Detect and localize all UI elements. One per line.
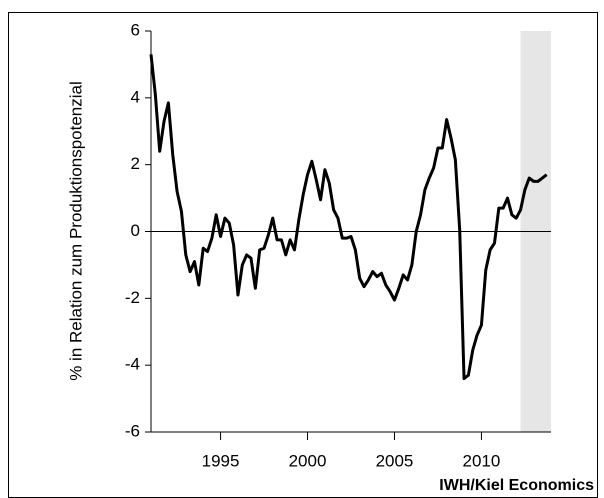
y-tick-label: 6 [131, 20, 140, 39]
x-tick-label: 2010 [463, 451, 501, 470]
y-tick-label: 4 [131, 87, 140, 106]
x-tick-label: 1995 [202, 451, 240, 470]
data-line [149, 54, 548, 381]
y-tick-label: -2 [125, 288, 140, 307]
y-tick-label: 0 [131, 221, 140, 240]
y-tick-label: 2 [131, 154, 140, 173]
x-tick-label: 2005 [376, 451, 414, 470]
frame [8, 12, 598, 498]
y-tick-label: -6 [125, 421, 140, 440]
y-axis-label: % in Relation zum Produktionspotenzial [66, 81, 85, 381]
x-tick-label: 2000 [289, 451, 327, 470]
source: IWH/Kiel Economics [439, 477, 594, 494]
y-tick-label: -4 [125, 355, 140, 374]
